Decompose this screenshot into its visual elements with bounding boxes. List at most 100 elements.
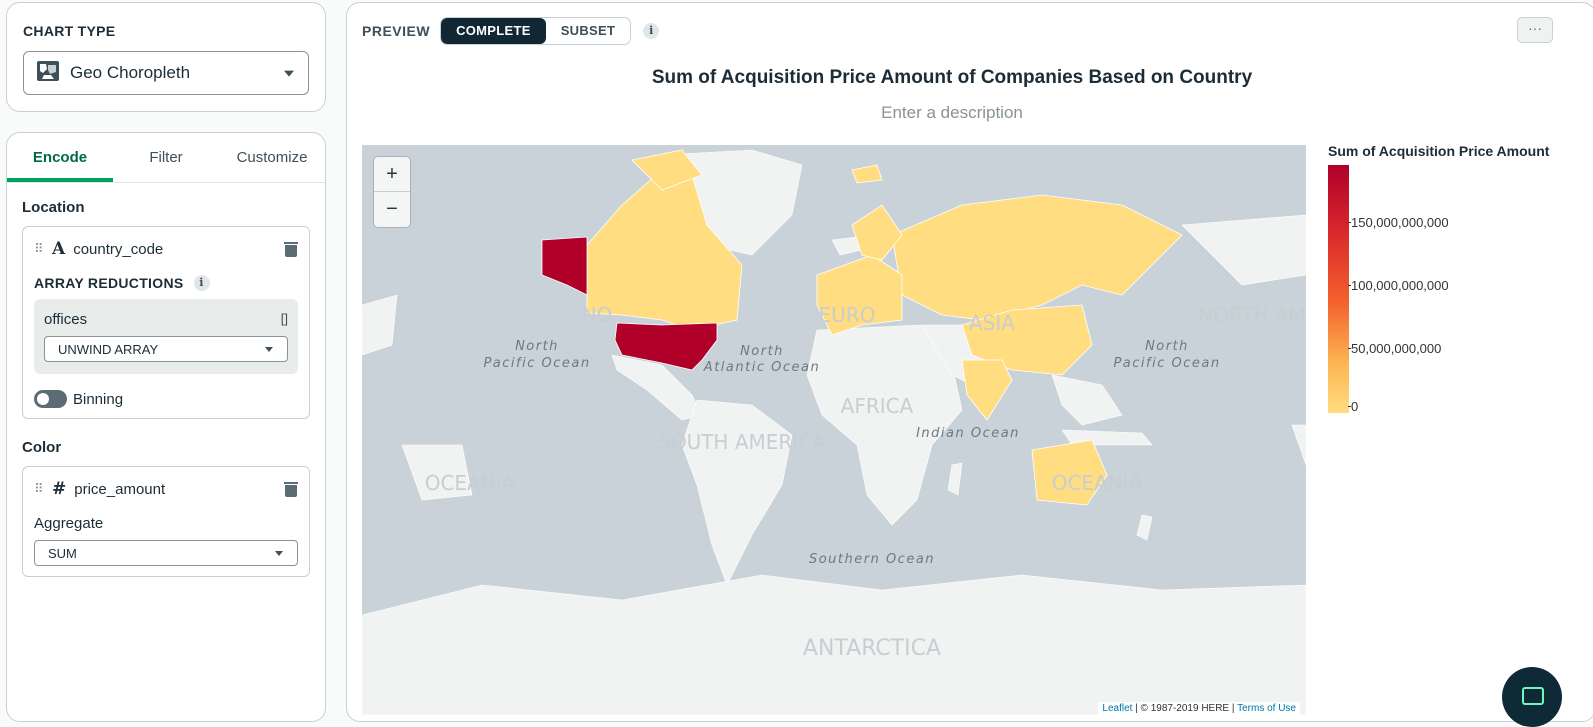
preview-panel: PREVIEW COMPLETE SUBSET i ··· Sum of Acq… <box>346 2 1593 722</box>
land-southeast-asia <box>1051 374 1123 426</box>
complete-button[interactable]: COMPLETE <box>441 18 546 44</box>
array-reduction-header: offices [] <box>44 311 288 328</box>
map-label-africa: AFRICA <box>841 394 914 418</box>
map-label-north-pacific-right: North <box>1145 339 1189 354</box>
chart-type-card: CHART TYPE Geo Choropleth <box>6 2 326 112</box>
map-label-south-america: SOUTH AMERICA <box>658 430 826 454</box>
location-field-box: ⠿ A country_code ARRAY REDUCTIONS i offi… <box>22 226 310 419</box>
info-icon[interactable]: i <box>193 275 210 291</box>
map-label-north-atlantic: North <box>740 344 784 359</box>
array-reduction-box: offices [] UNWIND ARRAY <box>34 299 298 374</box>
number-type-icon: # <box>52 479 67 499</box>
region-alaska <box>541 236 588 296</box>
array-reductions-label: ARRAY REDUCTIONS <box>34 275 184 291</box>
assistant-button[interactable] <box>1502 667 1562 727</box>
more-options-button[interactable]: ··· <box>1517 17 1553 43</box>
binning-toggle[interactable] <box>34 390 67 408</box>
region-india <box>961 359 1013 421</box>
map-label-north-atlantic-2: Atlantic Ocean <box>703 360 820 375</box>
map-label-north-pacific-right-2: Pacific Ocean <box>1113 356 1220 371</box>
tab-customize[interactable]: Customize <box>236 149 308 166</box>
world-map: North Pacific Ocean North Atlantic Ocean… <box>362 149 1306 715</box>
trash-icon[interactable] <box>284 241 298 257</box>
land-south-america <box>681 399 793 586</box>
location-field-name: country_code <box>73 240 164 258</box>
chart-type-select[interactable]: Geo Choropleth <box>23 51 309 95</box>
land-oceania-left <box>401 444 473 501</box>
chart-type-label: Geo Choropleth <box>70 63 191 82</box>
map-label-north-pacific-left-2: Pacific Ocean <box>483 356 590 371</box>
legend-tick-50b: 50,000,000,000 <box>1347 341 1442 356</box>
info-icon[interactable]: i <box>643 23 660 39</box>
color-field-box: ⠿ # price_amount Aggregate SUM <box>22 466 310 577</box>
legend-tick-0: 0 <box>1347 399 1359 414</box>
left-panel: CHART TYPE Geo Choropleth Encode Filter … <box>6 2 326 722</box>
tab-encode[interactable]: Encode <box>7 133 113 182</box>
land-new-zealand <box>1136 514 1153 541</box>
land-south-america-right <box>1291 424 1306 466</box>
chart-type-heading: CHART TYPE <box>23 23 116 39</box>
zoom-in-button[interactable]: + <box>374 157 410 192</box>
aggregate-label: Aggregate <box>34 515 104 532</box>
zoom-control: + − <box>374 157 410 227</box>
chevron-down-icon <box>265 347 273 352</box>
tab-filter[interactable]: Filter <box>149 149 183 166</box>
map-label-antarctica: ANTARCTICA <box>803 636 941 661</box>
legend-gradient <box>1328 165 1349 413</box>
reduction-value: UNWIND ARRAY <box>58 341 159 357</box>
drag-handle-icon[interactable]: ⠿ <box>34 481 44 496</box>
encode-tabs: Encode Filter Customize <box>7 133 325 183</box>
preview-label: PREVIEW <box>362 23 431 39</box>
chevron-down-icon <box>275 551 283 556</box>
color-field-row: ⠿ # price_amount <box>34 477 298 501</box>
preview-bar: PREVIEW COMPLETE SUBSET i <box>362 17 660 45</box>
map-label-europe: EURO <box>819 303 876 327</box>
color-legend: Sum of Acquisition Price Amount 150,000,… <box>1328 143 1568 414</box>
reduction-select[interactable]: UNWIND ARRAY <box>44 336 288 362</box>
land-madagascar <box>947 462 963 496</box>
drag-handle-icon[interactable]: ⠿ <box>34 241 44 256</box>
map-labels: North Pacific Ocean North Atlantic Ocean… <box>425 303 1306 661</box>
map-label-oceania-left: OCEANIA <box>425 471 516 495</box>
binning-label: Binning <box>73 390 124 408</box>
land-asia-left <box>362 294 398 356</box>
encode-card: Encode Filter Customize Location ⠿ A cou… <box>6 132 326 722</box>
region-svalbard <box>851 164 883 184</box>
map-label-north-america: NORTH AM <box>1198 303 1306 327</box>
string-type-icon: A <box>52 239 66 259</box>
high-value-regions <box>541 236 718 371</box>
trash-icon[interactable] <box>284 481 298 497</box>
map-label-north-left: NO <box>582 303 613 327</box>
array-field-name: offices <box>44 311 88 328</box>
region-china <box>961 304 1093 376</box>
low-value-regions <box>586 149 1183 506</box>
region-russia <box>891 194 1183 321</box>
leaflet-link[interactable]: Leaflet <box>1102 703 1133 714</box>
legend-tick-100b: 100,000,000,000 <box>1348 278 1449 293</box>
location-heading: Location <box>22 199 85 216</box>
geo-choropleth-icon <box>36 59 60 88</box>
array-reductions-heading: ARRAY REDUCTIONS i <box>34 275 298 291</box>
chart-title[interactable]: Sum of Acquisition Price Amount of Compa… <box>651 67 1253 88</box>
landmasses <box>362 149 1306 715</box>
array-type-icon: [] <box>280 311 288 326</box>
location-field-row: ⠿ A country_code <box>34 237 298 261</box>
map-label-indian: Indian Ocean <box>916 426 1020 441</box>
region-arctic-islands <box>631 149 703 191</box>
color-field-name: price_amount <box>74 480 166 498</box>
zoom-out-button[interactable]: − <box>386 198 398 220</box>
region-scandinavia <box>851 204 903 261</box>
land-alaska-right <box>1181 214 1306 286</box>
terms-link[interactable]: Terms of Use <box>1237 703 1296 714</box>
chart-description[interactable]: Enter a description <box>881 103 1023 122</box>
preview-mode-toggle: COMPLETE SUBSET <box>440 17 632 45</box>
aggregate-select[interactable]: SUM <box>34 540 298 566</box>
land-africa <box>806 324 963 526</box>
region-usa <box>614 322 718 371</box>
chevron-down-icon <box>284 70 294 77</box>
map[interactable]: North Pacific Ocean North Atlantic Ocean… <box>362 145 1306 715</box>
map-label-north-pacific-left: North <box>515 339 559 354</box>
map-label-oceania-right: OCEANIA <box>1052 471 1143 495</box>
map-attribution: Leaflet | © 1987-2019 HERE | Terms of Us… <box>1098 702 1300 715</box>
subset-button[interactable]: SUBSET <box>560 23 616 38</box>
